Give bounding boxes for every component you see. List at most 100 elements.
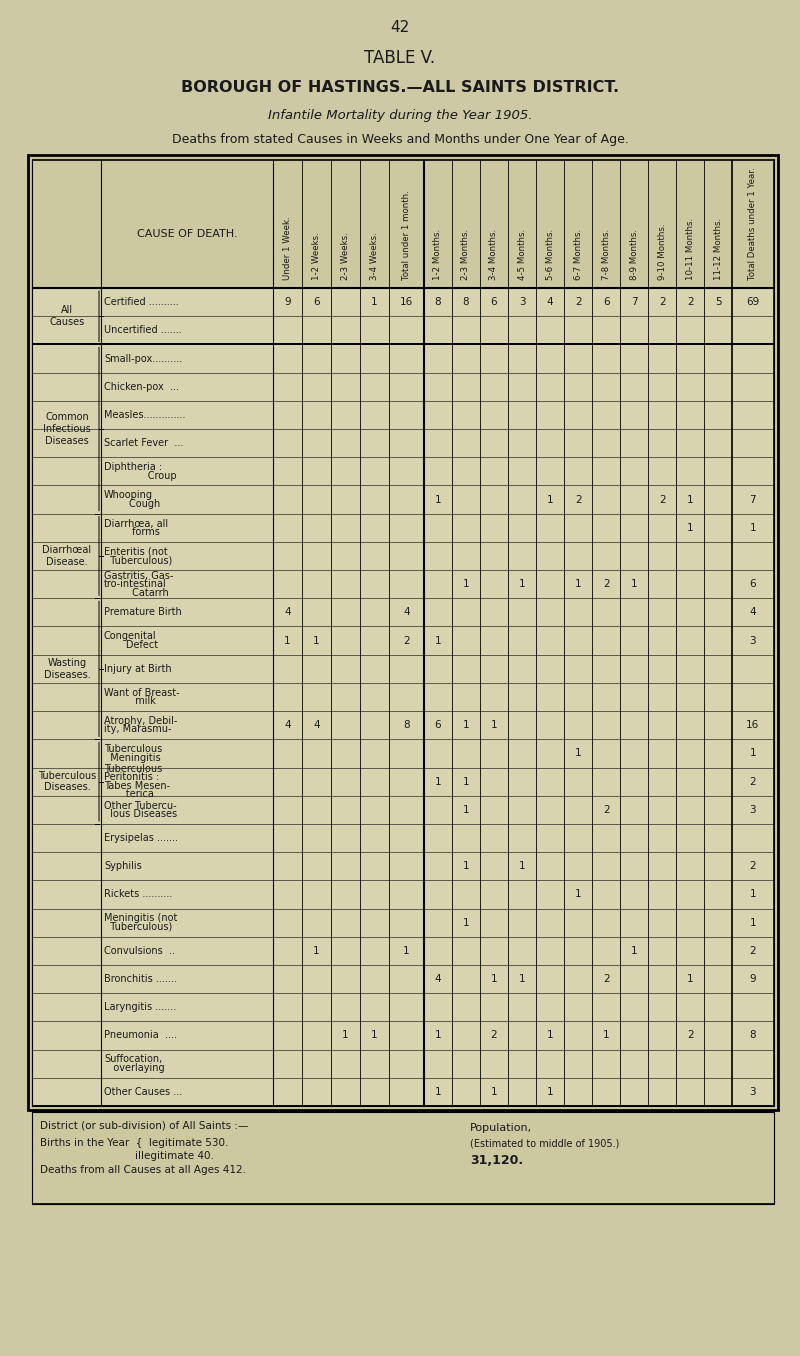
Text: 2: 2 [750,861,756,872]
Text: District (or sub-division) of All Saints :—: District (or sub-division) of All Saints… [40,1121,248,1131]
Text: 4: 4 [434,974,442,984]
Text: 1: 1 [284,636,291,645]
Text: All
Causes: All Causes [50,305,85,327]
Text: Pneumonia  ....: Pneumonia .... [104,1031,177,1040]
Text: 1: 1 [546,1088,554,1097]
Text: 1: 1 [518,861,526,872]
Text: Defect: Defect [104,640,158,650]
Text: 8-9 Months.: 8-9 Months. [630,229,638,279]
Text: 11-12 Months.: 11-12 Months. [714,218,723,279]
Text: 7: 7 [631,297,638,306]
Text: 16: 16 [400,297,413,306]
Text: 3: 3 [518,297,526,306]
Text: Erysipelas .......: Erysipelas ....... [104,833,178,843]
Text: 1: 1 [462,777,470,786]
Bar [32,1112,774,1204]
Text: 2: 2 [750,777,756,786]
Text: 4: 4 [284,607,291,617]
Text: Diarrhœa, all: Diarrhœa, all [104,518,168,529]
Text: 1: 1 [434,636,442,645]
Text: Measles..............: Measles.............. [104,410,186,420]
Text: illegitimate 40.: illegitimate 40. [135,1151,214,1161]
Text: Diarrhœal
Disease.: Diarrhœal Disease. [42,545,91,567]
Text: Suffocation,: Suffocation, [104,1055,162,1064]
Text: 2: 2 [603,974,610,984]
Text: 1: 1 [603,1031,610,1040]
Text: 42: 42 [390,20,410,35]
Text: 1: 1 [575,579,582,589]
Text: 1: 1 [546,495,554,504]
Text: Croup: Croup [104,471,177,480]
Text: TABLE V.: TABLE V. [365,49,435,66]
Text: Tuberculous): Tuberculous) [104,922,172,932]
Text: 5: 5 [715,297,722,306]
Text: 2: 2 [750,946,756,956]
Text: Cough: Cough [104,499,160,508]
Text: 1: 1 [518,974,526,984]
Text: 1: 1 [750,749,756,758]
Text: Rickets ..........: Rickets .......... [104,890,172,899]
Text: 1: 1 [631,946,638,956]
Text: Uncertified .......: Uncertified ....... [104,325,182,335]
Text: 1: 1 [750,523,756,533]
Bar [28,155,778,1111]
Text: Bronchitis .......: Bronchitis ....... [104,974,177,984]
Text: 7: 7 [750,495,756,504]
Text: Want of Breast-: Want of Breast- [104,687,180,698]
Text: 9-10 Months.: 9-10 Months. [658,224,666,279]
Text: 1-2 Months.: 1-2 Months. [434,229,442,279]
Text: Convulsions  ..: Convulsions .. [104,946,175,956]
Text: 1: 1 [403,946,410,956]
Text: Other Causes ...: Other Causes ... [104,1088,182,1097]
Text: Gastritis, Gas-: Gastritis, Gas- [104,571,174,580]
Text: 1: 1 [462,918,470,928]
Text: Wasting
Diseases.: Wasting Diseases. [44,658,90,679]
Text: 2: 2 [659,495,666,504]
Text: 16: 16 [746,720,759,731]
Text: 1: 1 [342,1031,349,1040]
Text: 1: 1 [490,974,498,984]
Text: 6: 6 [603,297,610,306]
Text: 8: 8 [462,297,470,306]
Text: forms: forms [104,527,160,537]
Text: 6: 6 [314,297,320,306]
Text: terica: terica [104,789,154,800]
Text: Births in the Year  {  legitimate 530.: Births in the Year { legitimate 530. [40,1138,228,1149]
Text: 1: 1 [518,579,526,589]
Text: 2-3 Months.: 2-3 Months. [462,229,470,279]
Text: 7-8 Months.: 7-8 Months. [602,229,610,279]
Text: Tuberculous): Tuberculous) [104,555,172,565]
Text: Scarlet Fever  ...: Scarlet Fever ... [104,438,183,447]
Text: 6-7 Months.: 6-7 Months. [574,229,582,279]
Text: 9: 9 [750,974,756,984]
Text: 2: 2 [575,297,582,306]
Text: 4: 4 [284,720,291,731]
Text: 2: 2 [687,1031,694,1040]
Text: 4: 4 [403,607,410,617]
Text: 1: 1 [462,579,470,589]
Text: Deaths from stated Causes in Weeks and Months under One Year of Age.: Deaths from stated Causes in Weeks and M… [171,133,629,146]
Text: 31,120.: 31,120. [470,1154,523,1166]
Text: Common
Infectious
Diseases: Common Infectious Diseases [43,412,91,446]
Text: 4: 4 [546,297,554,306]
Text: 8: 8 [403,720,410,731]
Text: 6: 6 [434,720,442,731]
Text: 1: 1 [434,777,442,786]
Text: 8: 8 [434,297,442,306]
Text: Peritonitis :: Peritonitis : [104,773,159,782]
Text: 1: 1 [434,1031,442,1040]
Text: Catarrh: Catarrh [104,587,169,598]
Text: 6: 6 [750,579,756,589]
Text: Certified ..........: Certified .......... [104,297,178,306]
Text: 1: 1 [462,805,470,815]
Text: 3: 3 [750,636,756,645]
Text: 1: 1 [631,579,638,589]
Text: 3: 3 [750,1088,756,1097]
Text: 69: 69 [746,297,759,306]
Bar [32,159,774,1106]
Text: 1: 1 [314,946,320,956]
Bar [32,159,774,1106]
Text: Tabes Mesen-: Tabes Mesen- [104,781,170,791]
Text: 3: 3 [750,805,756,815]
Text: Atrophy, Debil-: Atrophy, Debil- [104,716,178,725]
